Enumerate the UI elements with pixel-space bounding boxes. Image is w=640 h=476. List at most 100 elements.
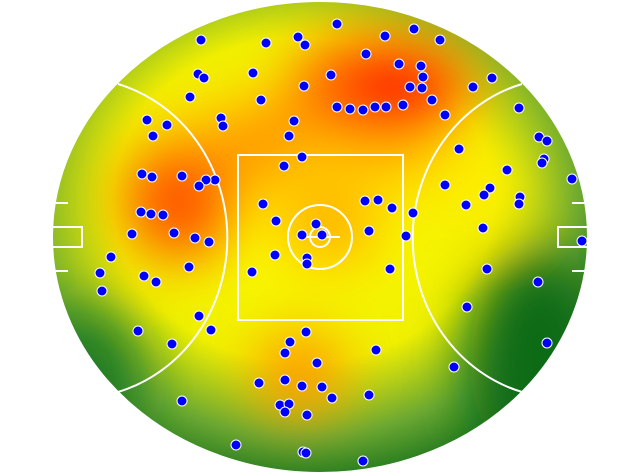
data-point xyxy=(147,130,159,142)
data-point xyxy=(269,249,281,261)
data-point xyxy=(478,189,490,201)
data-point xyxy=(532,276,544,288)
data-point xyxy=(292,31,304,43)
data-point xyxy=(217,120,229,132)
data-point xyxy=(541,135,553,147)
data-point xyxy=(301,409,313,421)
data-point xyxy=(310,218,322,230)
data-point xyxy=(311,357,323,369)
data-point xyxy=(299,39,311,51)
data-point xyxy=(195,34,207,46)
data-point xyxy=(279,374,291,386)
data-point xyxy=(372,194,384,206)
data-point xyxy=(253,377,265,389)
data-point xyxy=(369,101,381,113)
data-point xyxy=(501,164,513,176)
data-point xyxy=(460,199,472,211)
data-point xyxy=(397,99,409,111)
data-point xyxy=(246,266,258,278)
data-point xyxy=(150,276,162,288)
data-point xyxy=(257,198,269,210)
data-point xyxy=(193,180,205,192)
data-point xyxy=(260,37,272,49)
data-point xyxy=(247,67,259,79)
data-point xyxy=(439,109,451,121)
data-point xyxy=(379,30,391,42)
data-point xyxy=(189,232,201,244)
data-point xyxy=(296,151,308,163)
data-point xyxy=(400,230,412,242)
data-point xyxy=(157,209,169,221)
data-point xyxy=(205,324,217,336)
data-point xyxy=(301,258,313,270)
data-point xyxy=(298,80,310,92)
data-point xyxy=(566,173,578,185)
data-point xyxy=(513,198,525,210)
data-point xyxy=(183,261,195,273)
data-point xyxy=(576,235,588,247)
data-point xyxy=(541,337,553,349)
data-point xyxy=(416,82,428,94)
data-point xyxy=(278,160,290,172)
data-point xyxy=(384,263,396,275)
data-point xyxy=(439,179,451,191)
data-point xyxy=(386,202,398,214)
data-point xyxy=(198,72,210,84)
data-point xyxy=(296,380,308,392)
data-point xyxy=(536,157,548,169)
data-point xyxy=(105,251,117,263)
data-point xyxy=(193,310,205,322)
data-point xyxy=(331,18,343,30)
data-point xyxy=(357,455,369,467)
data-point xyxy=(360,48,372,60)
data-point xyxy=(176,395,188,407)
data-point xyxy=(461,301,473,313)
data-point xyxy=(404,81,416,93)
data-point xyxy=(200,174,212,186)
data-point xyxy=(417,71,429,83)
data-point xyxy=(296,229,308,241)
data-point xyxy=(300,326,312,338)
data-point xyxy=(145,208,157,220)
data-point xyxy=(331,101,343,113)
data-point xyxy=(326,392,338,404)
data-point xyxy=(357,104,369,116)
data-point xyxy=(288,115,300,127)
data-point xyxy=(393,58,405,70)
data-point xyxy=(284,336,296,348)
data-point xyxy=(168,227,180,239)
data-point xyxy=(146,171,158,183)
data-point xyxy=(132,325,144,337)
data-point xyxy=(486,72,498,84)
data-point xyxy=(316,229,328,241)
data-point xyxy=(270,215,282,227)
data-point xyxy=(380,101,392,113)
data-point xyxy=(434,34,446,46)
data-point xyxy=(136,168,148,180)
data-point xyxy=(94,267,106,279)
data-point xyxy=(448,361,460,373)
data-point xyxy=(477,222,489,234)
data-point xyxy=(415,60,427,72)
data-point xyxy=(96,285,108,297)
data-point xyxy=(513,102,525,114)
data-point xyxy=(176,170,188,182)
data-point xyxy=(300,447,312,459)
data-point xyxy=(135,206,147,218)
data-point xyxy=(426,94,438,106)
data-point xyxy=(255,94,267,106)
data-point xyxy=(184,91,196,103)
data-point xyxy=(126,228,138,240)
data-point xyxy=(408,23,420,35)
data-point xyxy=(344,103,356,115)
data-point xyxy=(359,195,371,207)
data-point xyxy=(481,263,493,275)
data-point xyxy=(166,338,178,350)
data-point xyxy=(161,119,173,131)
data-point xyxy=(363,225,375,237)
data-point xyxy=(407,207,419,219)
data-point xyxy=(363,389,375,401)
data-point xyxy=(279,406,291,418)
data-point xyxy=(141,114,153,126)
